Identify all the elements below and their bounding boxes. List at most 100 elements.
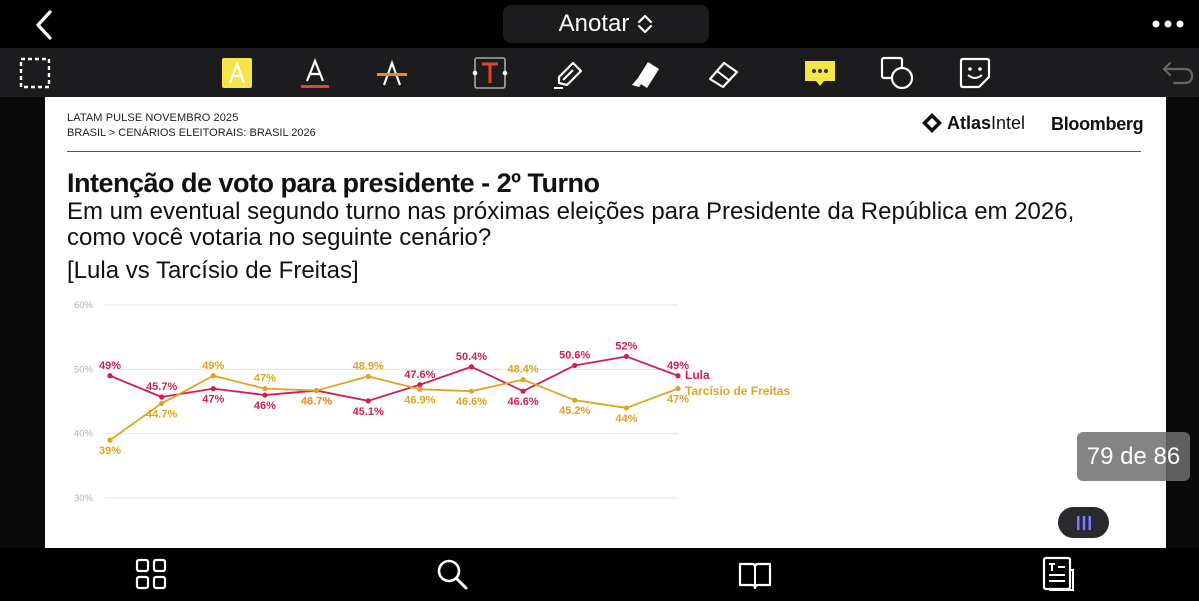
data-point [572,362,578,369]
ellipsis-icon [1152,20,1184,28]
text-box-icon [472,57,508,89]
header-divider [67,151,1141,152]
legend-label: Tarcísio de Freitas [685,384,790,398]
search-button[interactable] [432,554,472,594]
comment-tool[interactable] [801,54,839,92]
data-label: 46.7% [301,396,332,408]
underline-text-tool[interactable] [296,54,334,92]
y-tick-label: 50% [74,364,94,375]
data-label: 44% [615,413,637,425]
data-label: 46.6% [507,396,538,408]
data-point [262,386,268,392]
data-point [623,353,629,360]
eraser-icon [708,61,739,89]
data-point [365,398,371,404]
left-gutter [0,97,45,548]
atlasintel-logo: AtlasIntel [921,112,1025,134]
series-line [109,374,679,441]
highlight-text-icon [222,58,252,88]
mode-label: Anotar [558,10,630,37]
back-button[interactable] [28,8,62,42]
page-counter: 79 de 86 [1077,432,1190,481]
strikethrough-text-icon [377,59,407,86]
text-box-tool[interactable] [471,54,509,92]
strikethrough-text-tool[interactable] [373,54,411,92]
reading-mode-button[interactable] [735,554,775,594]
data-label: 49% [667,360,689,372]
report-breadcrumb: BRASIL > CENÁRIOS ELEITORAIS: BRASIL 202… [67,127,316,139]
thumbnails-button[interactable] [131,554,171,594]
pen-tool[interactable] [550,54,588,92]
shapes-icon [880,56,914,90]
data-point [210,386,216,392]
outline-button[interactable] [1038,554,1078,594]
sticker-smile-icon [959,57,991,89]
top-bar: Anotar [0,0,1199,48]
underline-text-icon [301,58,329,88]
scroll-handle[interactable] [1058,507,1109,538]
y-tick-label: 60% [74,300,94,311]
data-label: 45.1% [353,406,384,418]
annotation-toolbar [0,48,1199,97]
more-options-button[interactable] [1148,14,1188,34]
data-label: 49% [202,360,224,372]
undo-button[interactable] [1159,54,1197,92]
data-label: 47% [254,373,276,385]
data-point [159,400,165,407]
page-title: Intenção de voto para presidente - 2º Tu… [67,168,600,198]
data-point [520,388,526,394]
data-label: 46.6% [456,396,487,408]
shape-tool[interactable] [878,54,916,92]
question-line-2: como você votaria no seguinte cenário? [67,224,492,251]
scenario-label: [Lula vs Tarcísio de Freitas] [67,257,359,284]
data-label: 44.7% [146,408,177,420]
data-label: 46% [254,400,276,412]
atlasintel-mark-icon [922,113,942,133]
y-tick-label: 40% [74,429,94,440]
select-tool[interactable] [16,54,54,92]
data-label: 48.9% [353,360,384,372]
book-icon [738,562,772,590]
question-line-1: Em um eventual segundo turno nas próxima… [67,198,1075,225]
scroll-grip-icon [1076,515,1091,530]
highlight-text-tool[interactable] [218,54,256,92]
data-point [107,437,113,443]
comment-icon [805,61,835,86]
data-point [210,373,216,379]
sticker-tool[interactable] [956,54,994,92]
report-header: LATAM PULSE NOVEMBRO 2025 [67,112,239,124]
eraser-tool[interactable] [704,54,742,92]
document-page[interactable]: LATAM PULSE NOVEMBRO 2025 BRASIL > CENÁR… [45,97,1166,548]
data-point [572,397,578,403]
dashed-selection-icon [19,57,51,89]
pen-icon [554,61,583,89]
data-point [468,364,475,370]
data-point [417,386,423,392]
annotation-mode-selector[interactable]: Anotar [503,5,709,43]
data-point [365,373,371,380]
chevron-left-icon [36,10,52,40]
y-tick-label: 30% [74,493,94,504]
document-outline-icon [1042,556,1074,591]
data-label: 52% [615,340,637,352]
data-point [262,392,268,398]
highlighter-icon [632,62,659,88]
data-point [675,373,681,379]
data-label: 39% [99,445,121,457]
grid-view-icon [135,558,167,590]
chevron-up-down-icon [638,14,653,34]
data-label: 48.4% [507,364,538,376]
data-label: 46.7% [301,396,332,408]
highlighter-tool[interactable] [627,54,665,92]
legend-label: Lula [685,368,710,382]
atlasintel-wordmark: AtlasIntel [947,112,1026,133]
data-point [417,382,423,388]
series-line [109,355,679,402]
data-point [107,373,113,379]
data-point [468,388,475,394]
search-icon [437,559,468,590]
data-point [313,387,320,394]
data-label: 49% [99,360,121,372]
data-point [675,386,681,392]
data-label: 50.4% [456,351,487,363]
